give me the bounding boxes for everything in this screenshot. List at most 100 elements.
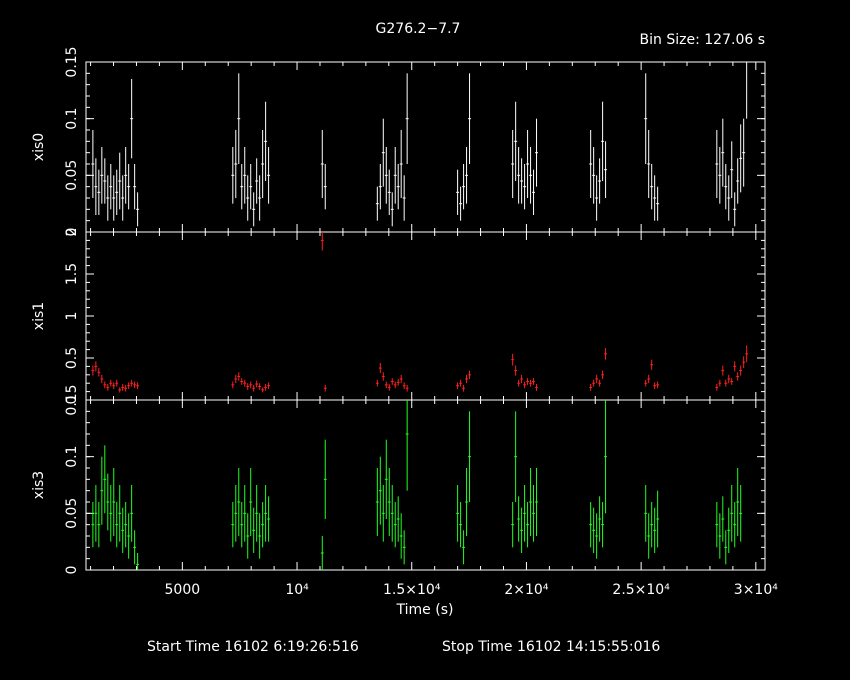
data-point [736,468,740,536]
data-point [644,73,648,164]
data-point [650,359,654,370]
data-point [136,382,140,390]
data-point [252,384,256,392]
data-point [653,175,657,221]
data-point [647,374,651,384]
data-point [109,164,113,210]
data-point [237,372,241,381]
data-point [384,147,388,204]
data-point [727,175,731,221]
data-point [601,101,605,181]
data-point [745,345,749,363]
data-point [459,379,463,387]
data-point [730,378,734,385]
data-point [399,374,403,384]
data-point [595,374,599,384]
data-point [100,374,104,384]
data-point [517,147,521,204]
data-point [402,175,406,221]
data-point [739,124,743,193]
data-point [261,502,265,548]
data-point [650,502,654,548]
data-point [647,513,651,559]
data-point [736,158,740,204]
data-point [130,485,134,542]
y-axis-label-xis3: xis3 [31,471,47,499]
data-point [399,130,403,198]
data-point [601,502,605,548]
data-point [730,141,734,198]
y-tick-label: 0.05 [64,498,80,529]
data-point [255,485,259,542]
data-point [106,384,110,391]
data-point [264,101,268,181]
data-point [323,384,327,392]
data-point [589,502,593,548]
data-point [598,379,602,387]
data-point [246,383,250,390]
data-point [514,101,518,181]
data-point [91,130,95,198]
data-point [650,164,654,210]
data-point [529,147,533,204]
data-point [456,382,460,390]
panel-xis1: 0 0.5 1 1.5 2 xis1 [31,228,766,404]
data-point [604,347,608,360]
data-point [252,507,256,553]
data-point [465,468,469,536]
y-axis-label-xis0: xis0 [31,133,47,161]
data-point [118,152,122,210]
data-point [598,158,602,204]
data-point [240,502,244,548]
panel-xis0: 0 0.05 0.1 0.15 xis0 [31,46,766,236]
data-point [592,379,596,387]
data-point [390,192,394,227]
data-point [396,379,400,386]
data-point [520,507,524,553]
data-point [715,130,719,198]
data-point [121,175,125,221]
data-point [124,147,128,204]
data-point [535,468,538,536]
data-point [249,381,253,389]
data-point [736,372,740,381]
data-point [231,502,235,548]
data-point [733,502,737,548]
stop-time-label: Stop Time 16102 14:15:55:016 [442,639,660,655]
data-point [267,382,271,390]
data-point [387,384,391,391]
data-point [511,502,515,548]
data-point [589,130,593,198]
data-point [255,158,259,204]
data-point [656,186,660,221]
data-point [727,507,731,553]
data-point [727,374,731,384]
data-point [267,147,271,204]
data-point [261,387,265,393]
data-point [231,147,235,204]
data-point [468,411,471,502]
bin-size-label: Bin Size: 127.06 s [640,32,765,48]
data-point [390,485,394,542]
data-point [261,130,265,198]
y-tick-label: 1 [64,312,80,321]
data-point [405,384,409,392]
x-tick-label: 3×10⁴ [734,582,778,598]
data-point [384,381,388,389]
data-point [526,378,530,385]
data-point [595,175,599,221]
data-point [112,175,116,221]
start-time-label: Start Time 16102 6:19:26:516 [147,639,359,655]
data-point [378,164,382,210]
data-point [246,175,250,221]
x-tick-label: 5000 [165,582,201,598]
data-point [106,473,110,531]
data-point [393,147,397,204]
data-point [604,400,608,514]
data-point [459,502,463,548]
data-point [375,468,379,536]
data-point [399,513,403,559]
data-point [718,379,722,387]
panels-group: 0 0.05 0.1 0.15 xis0 0 0.5 1 1.5 2 xis1 0 0.05 0.1 0.1… [31,46,766,574]
data-point [532,485,536,542]
